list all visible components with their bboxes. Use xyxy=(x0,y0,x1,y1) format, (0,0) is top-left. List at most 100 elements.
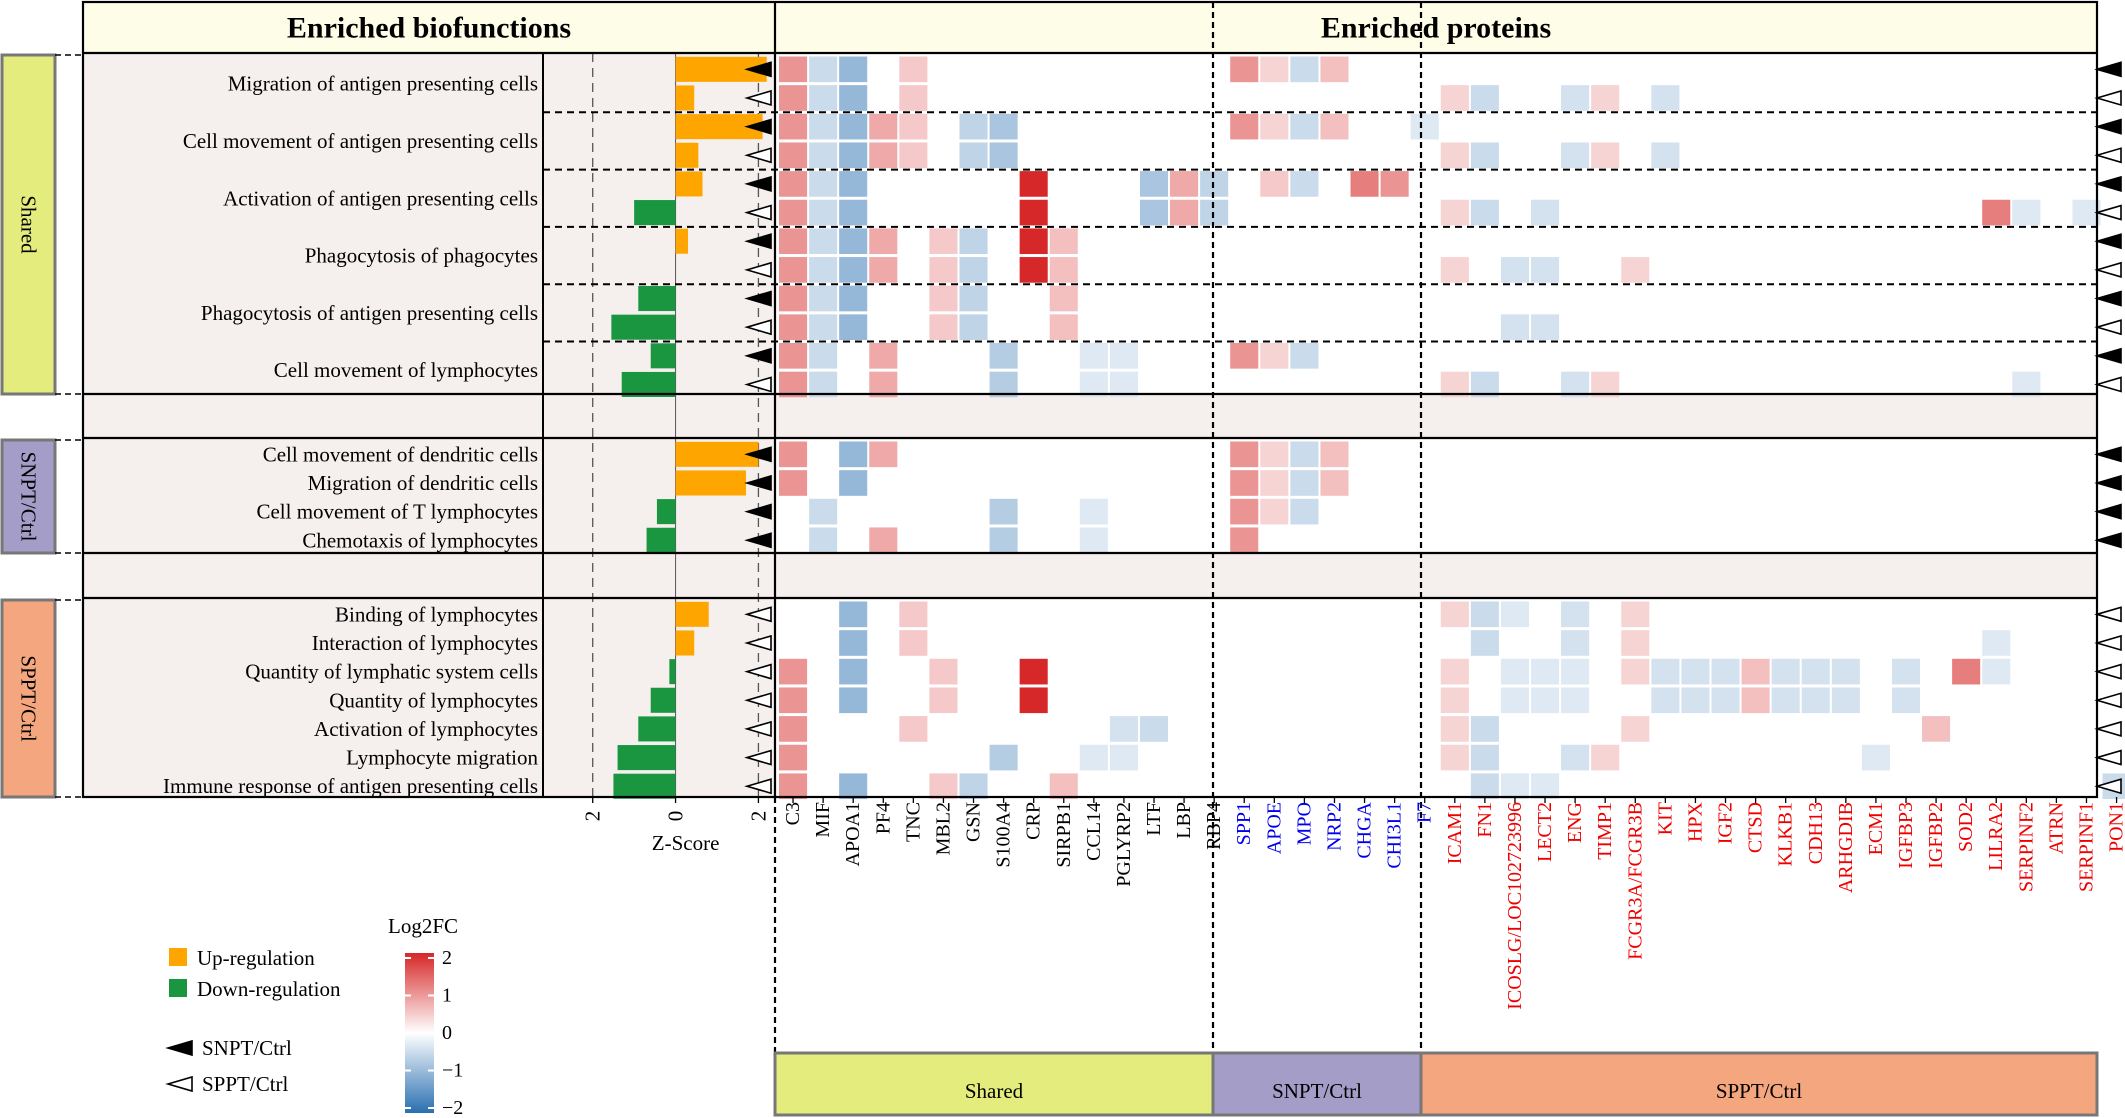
sppt-marker-right xyxy=(2094,204,2122,221)
biofunction-label: Migration of antigen presenting cells xyxy=(228,72,538,96)
heatmap-cell xyxy=(1260,343,1289,369)
legend-sppt-label: SPPT/Ctrl xyxy=(202,1072,289,1096)
sppt-marker-right xyxy=(2094,778,2122,795)
sppt-marker-right xyxy=(2094,319,2122,336)
protein-label: LECT2 xyxy=(1534,802,1556,862)
heatmap-cell xyxy=(1230,113,1259,140)
heatmap-cell xyxy=(929,658,958,685)
heatmap-cell xyxy=(929,257,958,283)
heatmap-cell xyxy=(779,199,808,226)
biofunction-label: Quantity of lymphatic system cells xyxy=(245,660,538,684)
protein-label: SPP1 xyxy=(1233,802,1255,845)
heatmap-cell xyxy=(1741,658,1770,685)
heatmap-cell xyxy=(959,285,988,312)
group-label: SPPT/Ctrl xyxy=(17,655,41,742)
snpt-marker-left xyxy=(744,446,772,463)
heatmap-cell xyxy=(1801,658,1830,685)
heatmap-cell xyxy=(869,527,898,554)
heatmap-cell xyxy=(869,343,898,369)
heatmap-cell xyxy=(1711,687,1740,714)
protein-label: S100A4 xyxy=(993,802,1015,868)
heatmap-cell xyxy=(1651,85,1680,111)
snpt-marker-left xyxy=(744,290,772,307)
heatmap-cell xyxy=(1440,658,1469,685)
heatmap-cell xyxy=(929,314,958,340)
protein-label: MIF xyxy=(812,802,834,838)
protein-label: TNC xyxy=(902,802,924,842)
protein-panel-gap-band xyxy=(775,394,2097,438)
snpt-marker-right xyxy=(2094,446,2122,463)
heatmap-cell xyxy=(1109,343,1138,369)
heatmap-cell xyxy=(899,85,928,111)
protein-label: IGFBP3 xyxy=(1895,802,1917,869)
heatmap-cell xyxy=(809,314,838,340)
protein-label: F7 xyxy=(1414,802,1436,823)
biofunction-label: Chemotaxis of lymphocytes xyxy=(302,528,538,552)
sppt-marker-left xyxy=(744,319,772,336)
group-label: SNPT/Ctrl xyxy=(17,452,41,542)
heatmap-cell xyxy=(1410,113,1439,140)
protein-label: ICOSLG/LOC102723996 xyxy=(1504,802,1526,1010)
heatmap-cell xyxy=(1170,171,1199,197)
protein-label: CHGA xyxy=(1354,801,1376,858)
sppt-marker-left xyxy=(744,376,772,393)
heatmap-cell xyxy=(1019,199,1048,226)
protein-label: KIT xyxy=(1654,802,1676,835)
heatmap-cell xyxy=(1290,113,1319,140)
zscore-bar xyxy=(675,85,695,111)
heatmap-cell xyxy=(1561,658,1590,685)
heatmap-cell xyxy=(1531,658,1560,685)
sppt-marker-left xyxy=(744,204,772,221)
z-axis-label: Z-Score xyxy=(652,831,720,855)
bottom-group-box xyxy=(773,1051,1215,1117)
sppt-marker-right xyxy=(2094,147,2122,164)
heatmap-cell xyxy=(809,527,838,554)
snpt-marker-left xyxy=(744,61,772,78)
heatmap-cell xyxy=(1260,113,1289,140)
heatmap-cell xyxy=(1500,658,1529,685)
heatmap-cell xyxy=(1952,658,1981,685)
heatmap-cell xyxy=(839,687,868,714)
heatmap-cell xyxy=(809,343,838,369)
heatmap-cell xyxy=(1531,199,1560,226)
heatmap-cell xyxy=(1290,441,1319,468)
z-axis-tick-label: 2 xyxy=(746,811,770,822)
heatmap-cell xyxy=(1260,441,1289,468)
heatmap-cell xyxy=(959,142,988,169)
snpt-marker-left xyxy=(744,118,772,135)
sppt-marker-right xyxy=(2094,261,2122,278)
heatmap-cell xyxy=(1681,687,1710,714)
heatmap-cell xyxy=(839,285,868,312)
heatmap-cell xyxy=(899,56,928,83)
sppt-marker-left xyxy=(744,663,772,680)
heatmap-cell xyxy=(809,171,838,197)
heatmap-cell xyxy=(959,773,988,800)
heatmap-cell xyxy=(1470,601,1499,628)
protein-label: ARHGDIB xyxy=(1835,802,1857,893)
protein-label: NRP2 xyxy=(1323,802,1345,851)
snpt-marker-left xyxy=(744,347,772,364)
zscore-bar xyxy=(621,371,676,397)
heatmap-cell xyxy=(1500,773,1529,800)
zscore-bar xyxy=(675,470,746,496)
heatmap-cell xyxy=(1561,630,1590,656)
heatmap-cell xyxy=(899,113,928,140)
sppt-marker-left xyxy=(744,147,772,164)
colorbar-tick-label: −2 xyxy=(442,1097,463,1118)
heatmap-cell xyxy=(1500,314,1529,340)
group-label-box xyxy=(0,598,57,799)
colorbar-title: Log2FC xyxy=(388,914,458,938)
heatmap-cell xyxy=(1470,142,1499,169)
heatmap-cell xyxy=(1831,687,1860,714)
biofunction-label: Interaction of lymphocytes xyxy=(312,631,538,655)
protein-label: APOA1 xyxy=(842,802,864,866)
bottom-group-label: Shared xyxy=(965,1079,1024,1103)
heatmap-cell xyxy=(899,142,928,169)
heatmap-cell xyxy=(1019,658,1048,685)
protein-label: APOE xyxy=(1263,802,1285,854)
zscore-bar xyxy=(675,630,695,656)
heatmap-cell xyxy=(1711,658,1740,685)
protein-label: FCGR3A/FCGR3B xyxy=(1624,802,1646,960)
heatmap-cell xyxy=(1290,56,1319,83)
heatmap-cell xyxy=(989,744,1018,771)
